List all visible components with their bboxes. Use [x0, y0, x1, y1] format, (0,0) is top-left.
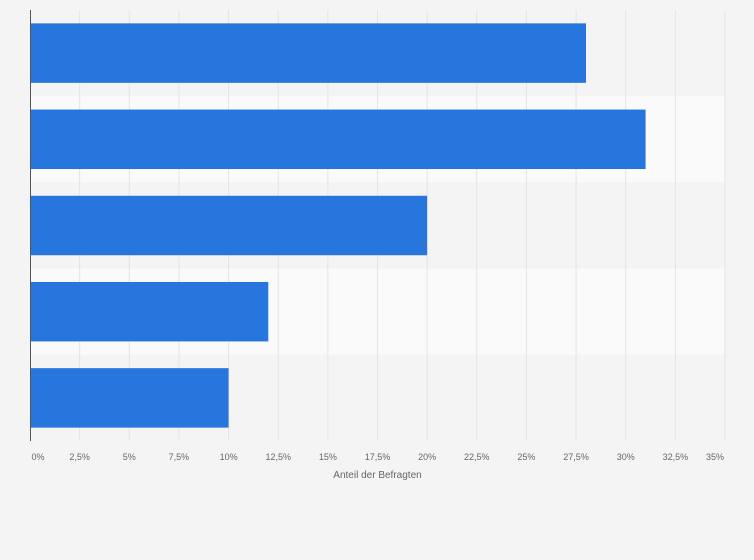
x-tick-label: 35%: [706, 452, 724, 462]
x-tick-label: 10%: [220, 452, 238, 462]
x-tick-label: 30%: [617, 452, 635, 462]
x-axis-title: Anteil der Befragten: [333, 470, 421, 481]
bar: [30, 109, 646, 170]
x-tick-label: 17,5%: [365, 452, 391, 462]
bar: [30, 195, 428, 256]
bars: [30, 23, 646, 428]
x-tick-label: 5%: [123, 452, 136, 462]
x-tick-label: 20%: [418, 452, 436, 462]
x-tick-labels: 0% 2,5% 5% 7,5% 10% 12,5% 15% 17,5% 20% 22,5% 25% 2…: [31, 452, 724, 462]
bar: [30, 23, 586, 83]
bar: [30, 368, 229, 428]
x-tick-label: 22,5%: [464, 452, 490, 462]
x-tick-label: 15%: [319, 452, 337, 462]
x-tick-label: 25%: [517, 452, 535, 462]
x-tick-label: 27,5%: [563, 452, 589, 462]
x-tick-label: 12,5%: [265, 452, 291, 462]
x-tick-label: 2,5%: [69, 452, 90, 462]
bar: [30, 281, 269, 342]
x-tick-label: 0%: [31, 452, 44, 462]
x-tick-label: 7,5%: [169, 452, 190, 462]
x-tick-label: 32,5%: [663, 452, 689, 462]
